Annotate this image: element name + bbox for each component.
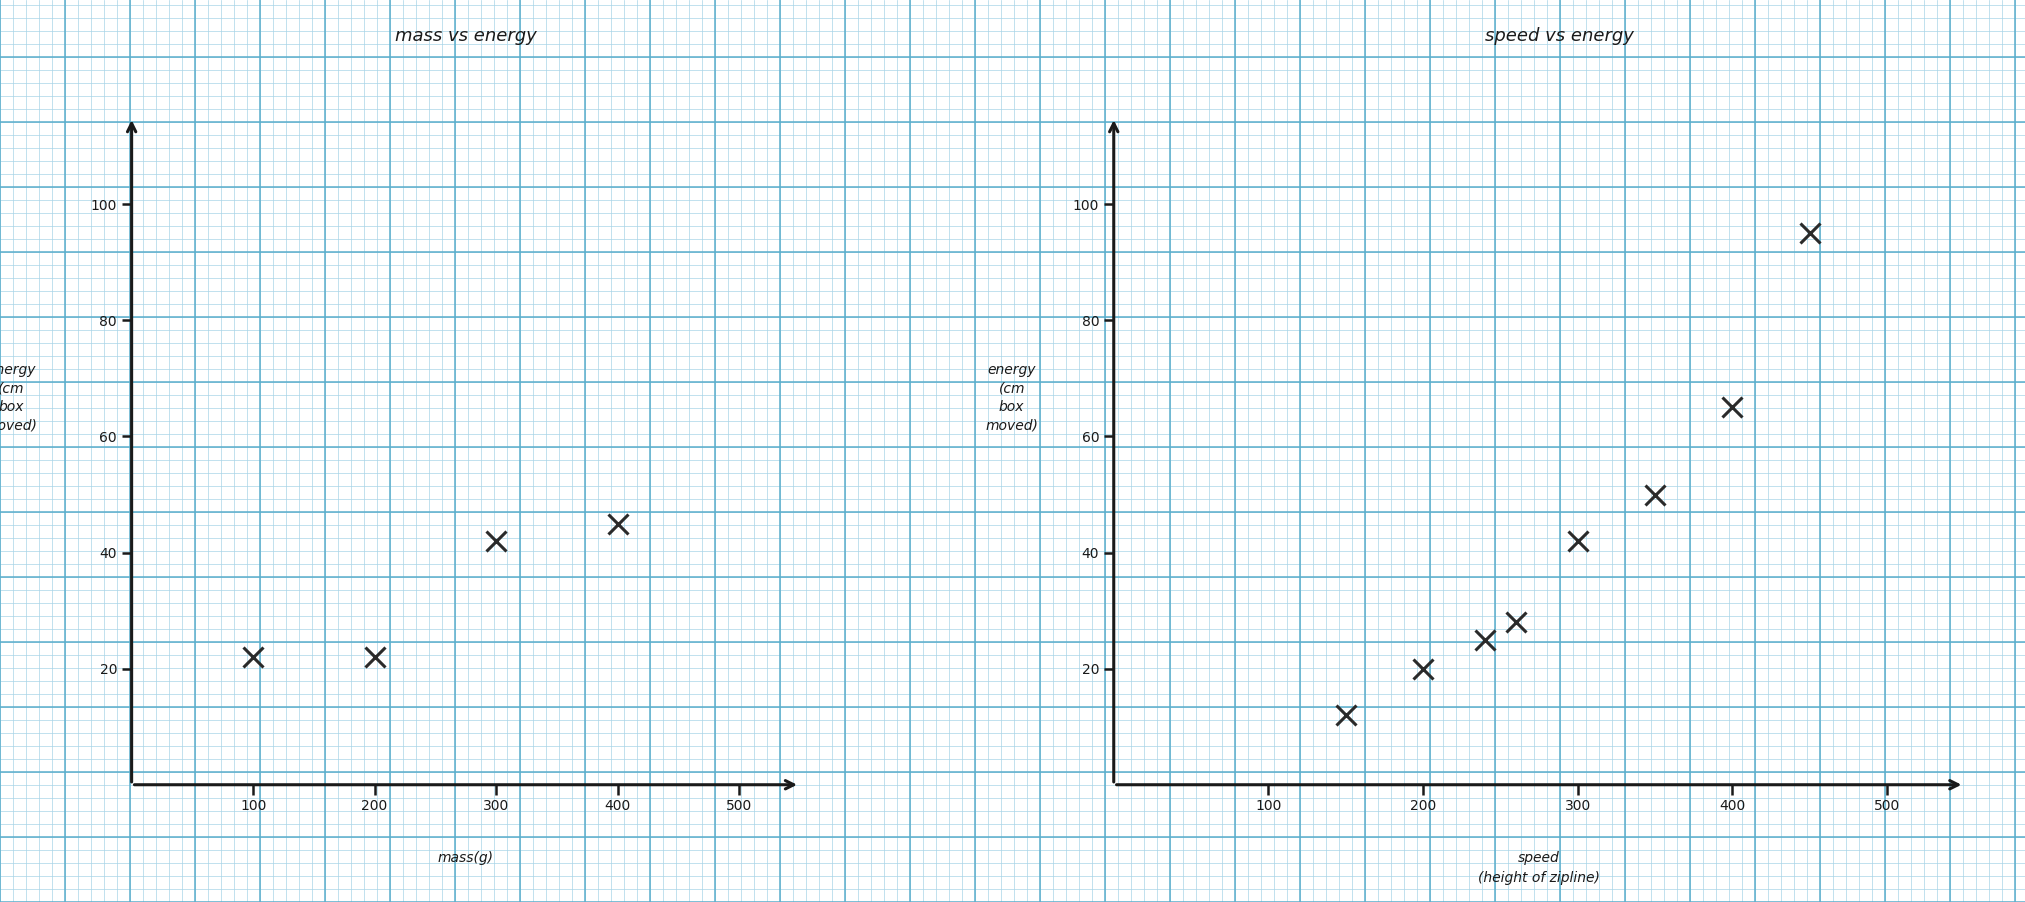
Text: mass(g): mass(g) xyxy=(437,851,494,866)
Text: speed
(height of zipline): speed (height of zipline) xyxy=(1478,851,1600,885)
Text: energy
(cm
box
moved): energy (cm box moved) xyxy=(986,363,1039,432)
Text: speed vs energy: speed vs energy xyxy=(1484,27,1634,45)
Text: mass vs energy: mass vs energy xyxy=(395,27,537,45)
Text: energy
(cm
box
moved): energy (cm box moved) xyxy=(0,363,38,432)
